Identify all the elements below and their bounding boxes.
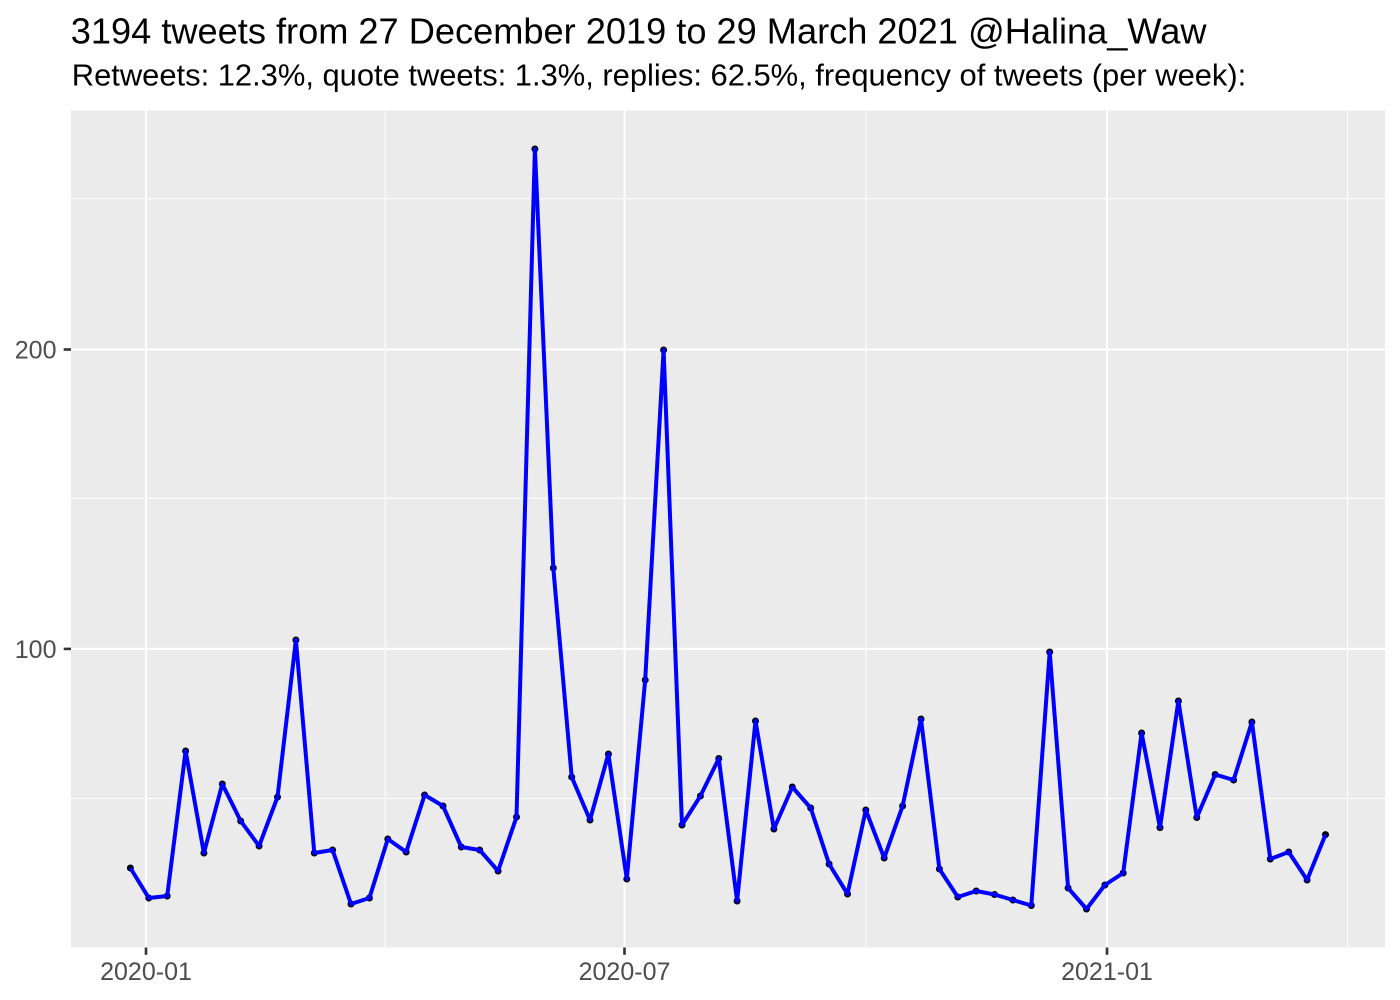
- svg-text:200: 200: [15, 337, 57, 365]
- svg-text:2021-01: 2021-01: [1061, 958, 1153, 986]
- svg-text:100: 100: [15, 636, 57, 664]
- svg-text:3194 tweets from 27 December 2: 3194 tweets from 27 December 2019 to 29 …: [71, 11, 1208, 52]
- svg-text:2020-07: 2020-07: [579, 958, 671, 986]
- svg-text:Retweets: 12.3%, quote tweets:: Retweets: 12.3%, quote tweets: 1.3%, rep…: [72, 58, 1246, 93]
- svg-text:2020-01: 2020-01: [100, 958, 192, 986]
